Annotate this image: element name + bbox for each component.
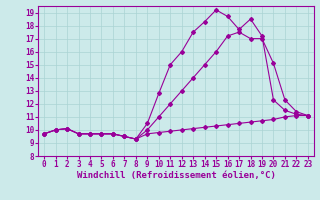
X-axis label: Windchill (Refroidissement éolien,°C): Windchill (Refroidissement éolien,°C) (76, 171, 276, 180)
